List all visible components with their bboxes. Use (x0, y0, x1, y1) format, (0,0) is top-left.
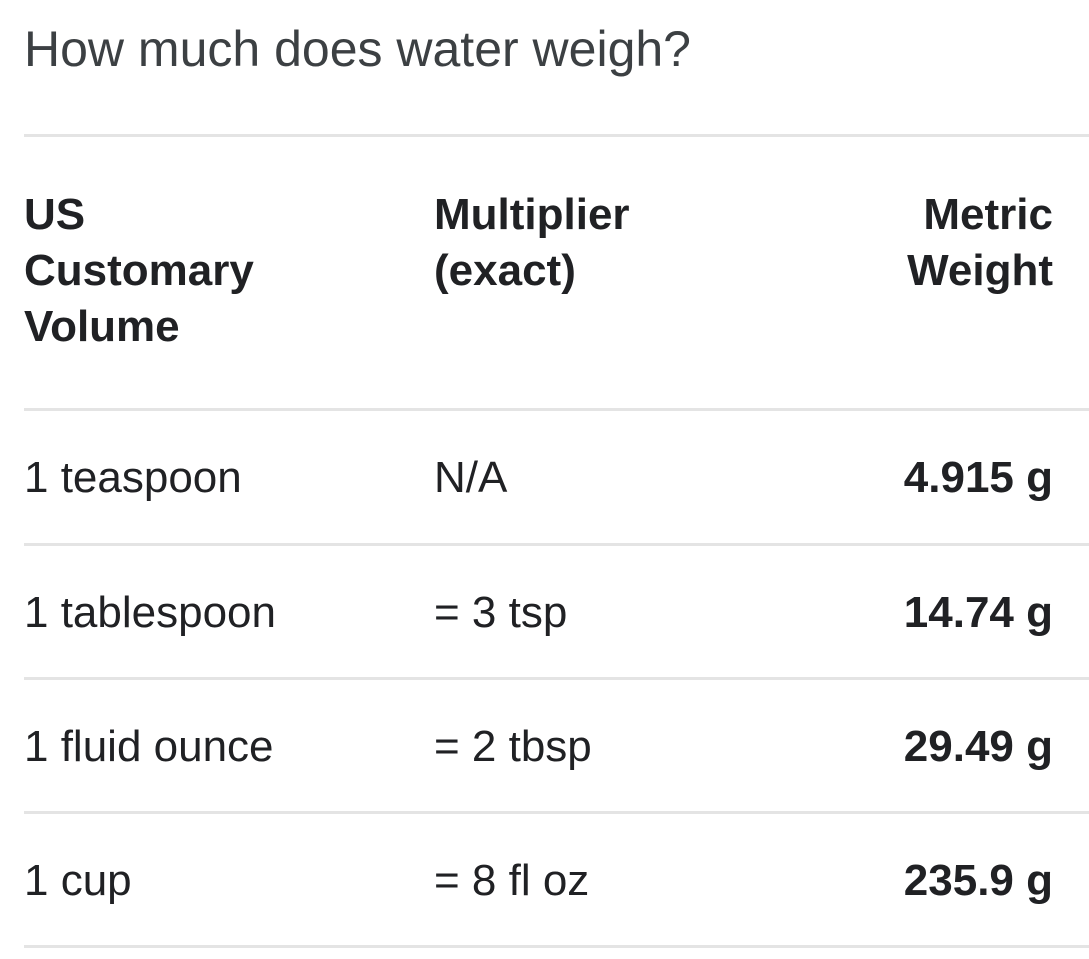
volume-cell: 1 teaspoon (24, 453, 242, 502)
multiplier-cell: = 2 tbsp (434, 722, 592, 771)
table-row: 1 teaspoon N/A 4.915 g (0, 411, 1089, 545)
header-us-customary-volume: US Customary Volume (24, 190, 254, 351)
table-row: 1 fluid ounce = 2 tbsp 29.49 g (0, 680, 1089, 814)
row-divider (24, 811, 1089, 814)
table-row: 1 cup = 8 fl oz 235.9 g (0, 814, 1089, 948)
multiplier-cell: = 8 fl oz (434, 856, 590, 905)
title-divider (24, 134, 1089, 137)
weight-cell: 14.74 g (903, 588, 1053, 637)
weight-cell: 29.49 g (903, 722, 1053, 771)
multiplier-cell: = 3 tsp (434, 588, 568, 637)
header-metric-weight: Metric Weight (907, 190, 1053, 295)
page-title: How much does water weigh? (24, 21, 691, 77)
header-divider (24, 408, 1089, 411)
volume-cell: 1 tablespoon (24, 588, 276, 637)
volume-cell: 1 cup (24, 856, 132, 905)
weight-cell: 4.915 g (903, 453, 1053, 502)
table-row: 1 tablespoon = 3 tsp 14.74 g (0, 546, 1089, 680)
row-divider (24, 945, 1089, 948)
row-divider (24, 677, 1089, 680)
weight-cell: 235.9 g (903, 856, 1053, 905)
header-multiplier: Multiplier (exact) (434, 190, 630, 295)
volume-cell: 1 fluid ounce (24, 722, 274, 771)
multiplier-cell: N/A (434, 453, 508, 502)
row-divider (24, 543, 1089, 546)
